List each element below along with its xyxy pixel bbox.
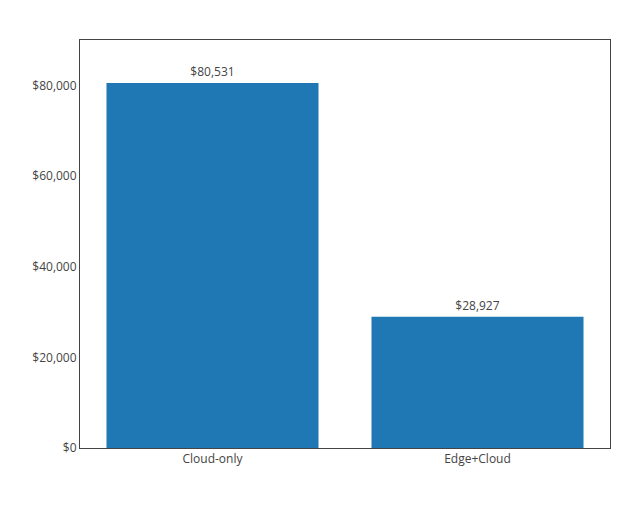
svg-text:$40,000: $40,000 [32, 258, 76, 275]
svg-text:$28,927: $28,927 [455, 297, 499, 314]
svg-text:$80,531: $80,531 [190, 63, 234, 80]
svg-text:$20,000: $20,000 [32, 349, 76, 366]
svg-text:Cloud-only: Cloud-only [183, 450, 244, 467]
svg-text:$60,000: $60,000 [32, 167, 76, 184]
svg-text:$80,000: $80,000 [32, 77, 76, 94]
svg-text:$0: $0 [63, 439, 77, 456]
svg-text:Edge+Cloud: Edge+Cloud [444, 450, 511, 467]
